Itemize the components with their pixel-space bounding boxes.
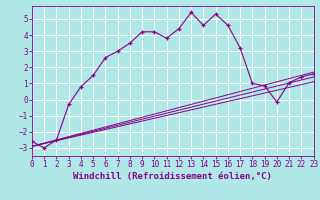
X-axis label: Windchill (Refroidissement éolien,°C): Windchill (Refroidissement éolien,°C) xyxy=(73,172,272,181)
